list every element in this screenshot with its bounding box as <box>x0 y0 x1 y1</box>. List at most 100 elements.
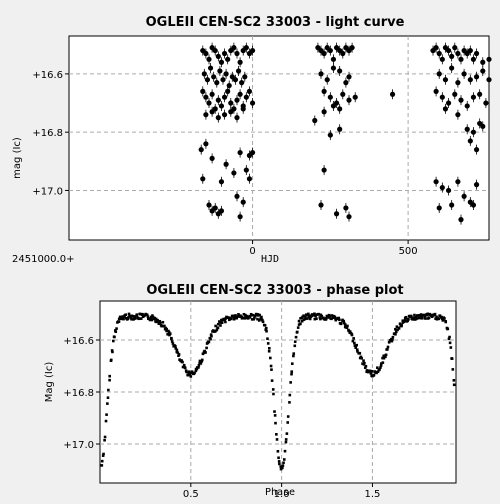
phase-point <box>307 316 310 319</box>
phase-point <box>426 312 429 316</box>
phase-point <box>131 314 135 318</box>
phase-point <box>109 358 113 362</box>
data-point <box>223 161 229 167</box>
phase-point <box>133 315 137 318</box>
phase-point <box>406 319 409 323</box>
phase-point <box>246 314 249 318</box>
data-point <box>209 91 215 97</box>
phase-plot-panel: OGLEII CEN-SC2 33003 - phase plot +16.6 +… <box>0 270 500 500</box>
light-curve-x-axis-label: HJD <box>261 254 279 265</box>
phase-point <box>313 317 317 321</box>
data-point <box>223 71 229 77</box>
data-point <box>486 77 492 83</box>
phase-point <box>276 449 280 453</box>
data-point <box>445 100 452 106</box>
phase-point <box>387 341 391 344</box>
phase-point <box>353 341 356 345</box>
phase-point <box>214 324 217 328</box>
data-point <box>483 100 489 106</box>
phase-point <box>290 362 294 365</box>
data-point <box>235 68 242 74</box>
phase-point <box>199 362 203 365</box>
data-point <box>464 126 470 132</box>
phase-point <box>205 346 208 350</box>
phase-point <box>148 318 152 322</box>
phase-point <box>333 315 337 319</box>
phase-plot-y-ticks: +16.6 +16.8 +17.0 <box>63 336 100 451</box>
phase-point <box>378 368 381 371</box>
phase-point <box>233 315 236 319</box>
phase-point <box>435 315 438 319</box>
data-point <box>312 117 318 124</box>
data-point <box>318 202 324 208</box>
phase-point <box>319 313 323 317</box>
data-point <box>201 71 207 77</box>
phase-point <box>438 314 442 318</box>
phase-point <box>424 317 427 320</box>
phase-plot-points <box>100 312 456 471</box>
data-point <box>204 77 211 83</box>
phase-point <box>190 370 194 373</box>
phase-point <box>241 316 245 320</box>
phase-point <box>353 344 357 348</box>
phase-point <box>168 333 171 337</box>
data-point <box>327 47 333 54</box>
phase-point <box>450 357 454 360</box>
phase-point <box>285 432 289 435</box>
data-point <box>324 77 330 83</box>
data-point <box>246 176 253 182</box>
data-point <box>234 115 240 121</box>
phase-point <box>297 319 301 323</box>
phase-point <box>166 333 169 336</box>
phase-point <box>275 438 279 441</box>
data-point <box>218 59 225 65</box>
phase-point <box>413 313 416 317</box>
phase-point <box>452 383 456 387</box>
y-tick-label: +16.6 <box>32 70 63 81</box>
phase-point <box>177 353 181 356</box>
phase-point <box>380 362 383 365</box>
phase-point <box>278 462 281 466</box>
phase-point <box>318 316 322 319</box>
phase-point <box>124 313 128 316</box>
phase-point <box>394 332 397 336</box>
y-tick-label: +16.6 <box>63 336 94 347</box>
data-point <box>209 155 215 161</box>
data-point <box>207 65 214 71</box>
phase-point <box>382 356 386 360</box>
phase-point <box>338 318 341 322</box>
data-point <box>249 47 256 54</box>
phase-point <box>122 317 125 321</box>
data-point <box>333 211 340 217</box>
phase-point <box>157 320 160 324</box>
phase-point <box>104 419 108 423</box>
phase-point <box>167 329 170 333</box>
phase-point <box>146 315 150 318</box>
phase-point <box>312 314 315 317</box>
data-point <box>349 45 355 51</box>
phase-point <box>174 347 178 350</box>
phase-point <box>275 433 278 436</box>
phase-point <box>219 324 222 327</box>
data-point <box>337 106 343 112</box>
data-point <box>225 56 231 62</box>
phase-point <box>327 316 331 319</box>
phase-point <box>307 312 310 316</box>
data-point <box>461 71 467 77</box>
data-point <box>346 97 352 103</box>
phase-point <box>305 317 309 320</box>
phase-point <box>394 327 397 331</box>
phase-point <box>197 366 200 369</box>
phase-point <box>135 313 139 316</box>
data-point <box>237 59 243 65</box>
data-point <box>237 91 243 97</box>
phase-point <box>342 321 346 325</box>
data-point <box>442 106 449 112</box>
data-point <box>200 88 206 94</box>
phase-point <box>334 317 337 320</box>
phase-point <box>252 313 255 317</box>
phase-point <box>281 464 285 467</box>
phase-point <box>267 349 271 353</box>
phase-point <box>358 352 362 355</box>
phase-point <box>394 330 398 334</box>
